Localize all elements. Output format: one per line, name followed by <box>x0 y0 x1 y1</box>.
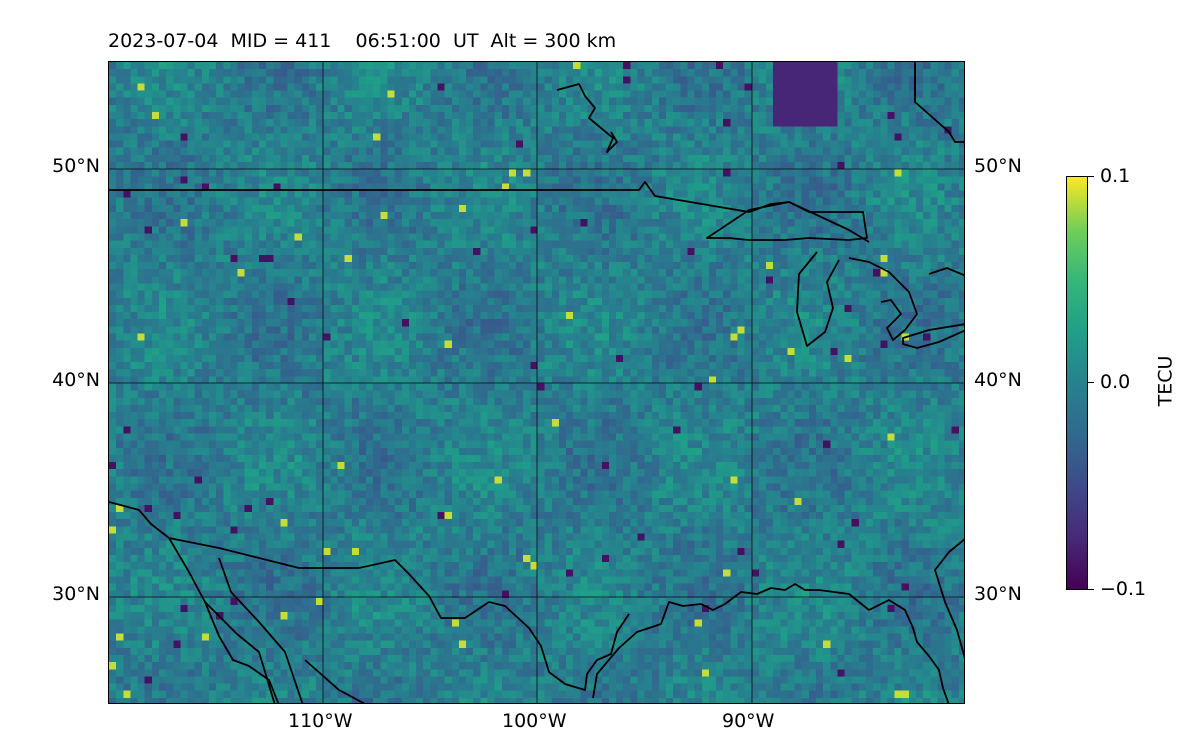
tec-map <box>108 61 965 704</box>
plot-title: 2023-07-04 MID = 411 06:51:00 UT Alt = 3… <box>108 30 617 52</box>
coastlines <box>109 62 964 703</box>
colorbar-label-zero: 0.0 <box>1100 371 1131 393</box>
great-lakes-east <box>928 267 964 277</box>
james-bay-coast <box>556 83 618 153</box>
lat-label-50n-right: 50°N <box>974 155 1022 177</box>
colorbar-label-min: −0.1 <box>1100 578 1147 600</box>
florida-coast <box>934 538 964 659</box>
lat-label-30n-right: 30°N <box>974 583 1022 605</box>
baja-outer <box>204 601 280 703</box>
lon-label-110w: 110°W <box>288 710 353 732</box>
colorbar-tick-top <box>1088 176 1094 177</box>
hudson-bay-coast <box>914 62 964 143</box>
lake-superior <box>706 201 868 241</box>
lat-label-30n-left: 30°N <box>52 583 100 605</box>
lake-michigan <box>796 251 840 347</box>
baja-peninsula <box>168 537 276 703</box>
colorbar-title: TECU <box>1154 355 1177 407</box>
colorbar-tick-bottom <box>1088 589 1094 590</box>
gridlines <box>109 62 964 703</box>
lake-erie <box>902 323 964 349</box>
colorbar-label-max: 0.1 <box>1100 165 1131 187</box>
lon-label-100w: 100°W <box>502 710 567 732</box>
us-canada-border <box>109 181 870 243</box>
lon-label-90w: 90°W <box>722 710 775 732</box>
mexico-west <box>304 659 366 703</box>
colorbar <box>1066 176 1088 590</box>
mexico-border <box>109 501 630 691</box>
colorbar-tick-mid <box>1088 382 1094 383</box>
lat-label-40n-left: 40°N <box>52 369 100 391</box>
lake-huron <box>848 257 918 341</box>
map-overlay <box>109 62 964 703</box>
lat-label-40n-right: 40°N <box>974 369 1022 391</box>
gulf-of-california <box>218 557 304 703</box>
gulf-coast <box>592 583 950 703</box>
lat-label-50n-left: 50°N <box>52 155 100 177</box>
